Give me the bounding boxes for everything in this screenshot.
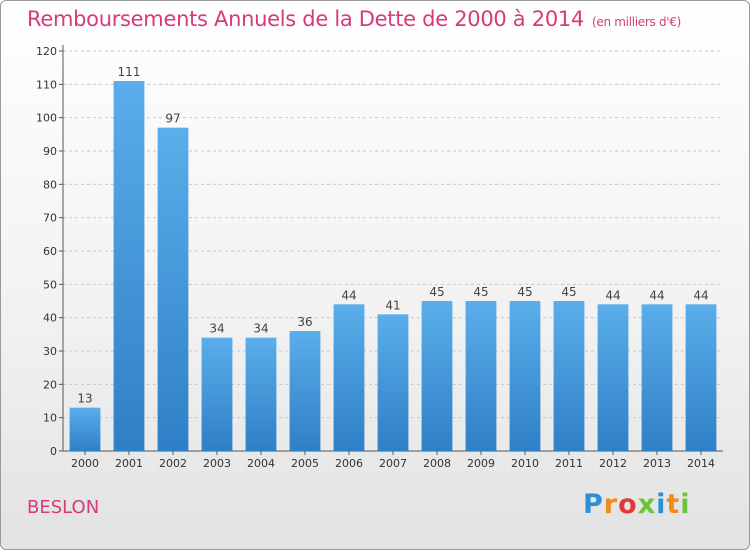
x-tick-label: 2004	[247, 457, 275, 470]
x-tick-label: 2011	[555, 457, 583, 470]
y-tick-label: 70	[43, 212, 57, 225]
commune-name: BESLON	[27, 497, 100, 518]
bar	[377, 314, 409, 451]
bars	[69, 81, 717, 452]
data-label: 36	[297, 315, 312, 329]
data-label: 45	[517, 285, 532, 299]
x-tick-label: 2007	[379, 457, 407, 470]
y-tick-label: 80	[43, 178, 57, 191]
bar	[245, 337, 277, 451]
chart-unit: (en milliers d'€)	[592, 15, 682, 29]
logo-letter: r	[603, 489, 619, 520]
axes: 0 10 20 30 40 50 60 70 80 90 100 110 120 2000 2001 2002…	[36, 45, 723, 470]
chart-title-text: Remboursements Annuels de la Dette de 20…	[27, 7, 584, 31]
logo-letter: o	[618, 489, 638, 520]
data-label: 34	[209, 322, 224, 336]
data-label: 44	[649, 288, 664, 302]
data-label: 111	[118, 65, 141, 79]
y-tick-label: 0	[50, 445, 57, 458]
x-tick-label: 2012	[599, 457, 627, 470]
x-tick-label: 2001	[115, 457, 143, 470]
data-label: 44	[605, 288, 620, 302]
x-tick-label: 2005	[291, 457, 319, 470]
bar	[157, 127, 189, 452]
x-tick-label: 2002	[159, 457, 187, 470]
y-tick-label: 60	[43, 245, 57, 258]
data-label: 34	[253, 322, 268, 336]
logo-letter: t	[666, 489, 681, 520]
x-tick-label: 2006	[335, 457, 363, 470]
x-tick-label: 2009	[467, 457, 495, 470]
y-tick-label: 20	[43, 378, 57, 391]
y-tick-label: 120	[36, 45, 57, 58]
bar	[465, 301, 497, 451]
data-label: 45	[473, 285, 488, 299]
bar	[201, 337, 233, 451]
bar	[553, 301, 585, 451]
y-tick-label: 30	[43, 345, 57, 358]
bar	[69, 407, 101, 451]
logo-letter: i	[656, 489, 667, 520]
y-tick-label: 100	[36, 112, 57, 125]
bar	[333, 304, 365, 451]
y-tick-label: 40	[43, 312, 57, 325]
logo-letter: i	[680, 489, 691, 520]
bar	[421, 301, 453, 451]
data-label: 41	[385, 298, 400, 312]
data-label: 44	[693, 288, 708, 302]
x-tick-label: 2010	[511, 457, 539, 470]
x-tick-label: 2003	[203, 457, 231, 470]
value-labels: 13 111 97 34 34 36 44 41 45 45 45 45 44 44 44	[77, 65, 708, 406]
data-label: 97	[165, 112, 180, 126]
x-tick-label: 2000	[71, 457, 99, 470]
y-tick-label: 10	[43, 412, 57, 425]
y-tick-label: 110	[36, 78, 57, 91]
logo-letter: x	[637, 489, 657, 520]
y-tick-label: 50	[43, 278, 57, 291]
data-label: 44	[341, 288, 356, 302]
x-tick-label: 2014	[687, 457, 715, 470]
chart-title: Remboursements Annuels de la Dette de 20…	[27, 7, 681, 31]
bar	[685, 304, 717, 451]
logo-letter: P	[583, 489, 604, 520]
x-tick-label: 2013	[643, 457, 671, 470]
y-tick-label: 90	[43, 145, 57, 158]
data-label: 45	[561, 285, 576, 299]
bar	[289, 331, 321, 451]
data-label: 13	[77, 392, 92, 406]
proxiti-logo: Proxiti	[583, 489, 691, 520]
bar	[509, 301, 541, 451]
bar	[641, 304, 673, 451]
bar	[597, 304, 629, 451]
x-tick-label: 2008	[423, 457, 451, 470]
data-label: 45	[429, 285, 444, 299]
bar	[113, 81, 145, 451]
